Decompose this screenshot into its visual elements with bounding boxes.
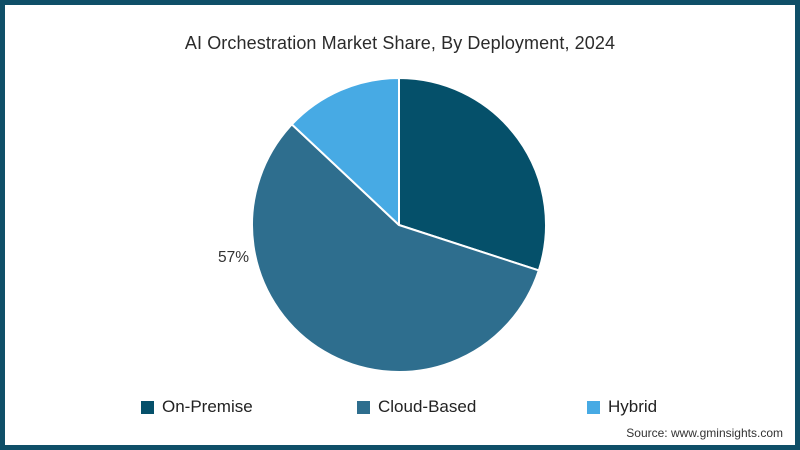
- legend-label-cloud-based: Cloud-Based: [378, 397, 477, 416]
- chart-title: AI Orchestration Market Share, By Deploy…: [184, 33, 616, 53]
- legend-item-hybrid: Hybrid: [587, 397, 657, 417]
- pie-slice-on-premise: [398, 77, 547, 272]
- legend-swatch-cloud-based: [357, 401, 370, 414]
- pie-slice-hybrid: [290, 77, 400, 226]
- pie-slice-cloud-based: [251, 123, 540, 373]
- pie-chart: [251, 77, 547, 373]
- source-attribution: Source: www.gminsights.com: [626, 426, 783, 440]
- legend-swatch-on-premise: [141, 401, 154, 414]
- cloud-based-percentage-label: 57%: [218, 249, 250, 266]
- legend-label-hybrid: Hybrid: [608, 397, 658, 416]
- legend-item-on-premise: On-Premise: [141, 397, 253, 417]
- legend-label-on-premise: On-Premise: [162, 397, 253, 416]
- legend-swatch-hybrid: [587, 401, 600, 414]
- legend-item-cloud-based: Cloud-Based: [357, 397, 476, 417]
